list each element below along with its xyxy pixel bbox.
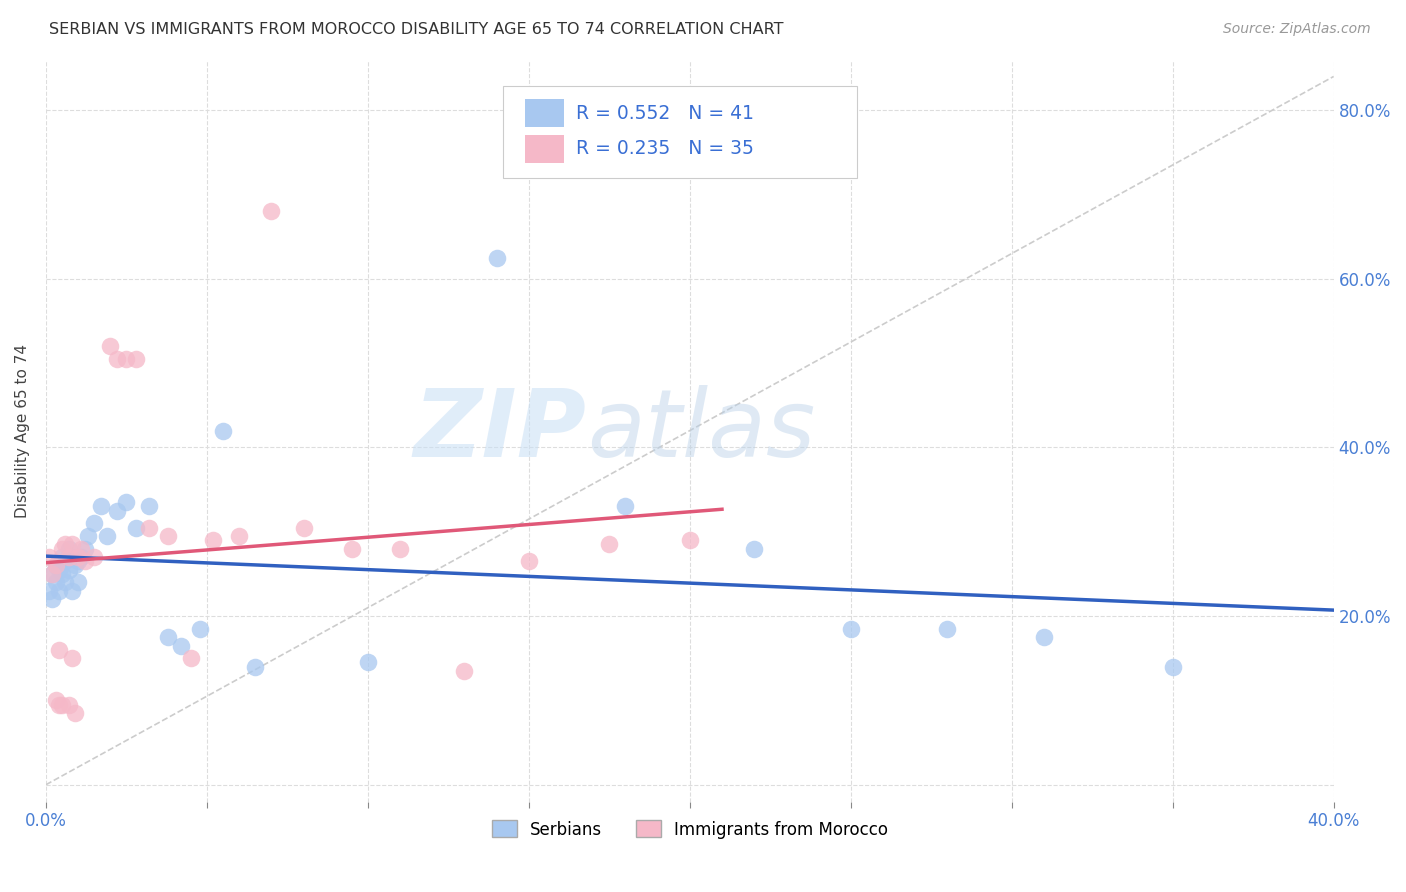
Point: [180, 651, 202, 665]
Point: [60, 537, 83, 551]
Point: [51, 550, 73, 565]
Point: [292, 520, 315, 534]
Point: [70, 541, 93, 556]
Point: [58, 541, 80, 556]
Point: [105, 504, 128, 518]
Point: [38, 550, 60, 565]
Point: [41, 566, 63, 581]
Point: [58, 563, 80, 577]
Point: [41, 592, 63, 607]
Point: [936, 622, 959, 636]
Point: [48, 583, 70, 598]
Point: [340, 541, 363, 556]
Point: [453, 664, 475, 678]
Point: [67, 575, 90, 590]
Point: [260, 204, 283, 219]
Text: R = 0.235   N = 35: R = 0.235 N = 35: [576, 139, 755, 158]
Point: [170, 639, 193, 653]
FancyBboxPatch shape: [524, 135, 564, 162]
Point: [598, 537, 620, 551]
Point: [679, 533, 702, 548]
Point: [51, 566, 73, 581]
Point: [485, 251, 508, 265]
Point: [53, 575, 76, 590]
Point: [614, 500, 637, 514]
Point: [212, 424, 235, 438]
Point: [63, 558, 86, 573]
Text: R = 0.552   N = 41: R = 0.552 N = 41: [576, 103, 755, 122]
Point: [1032, 630, 1054, 644]
Point: [60, 550, 83, 565]
Point: [839, 622, 862, 636]
Point: [70, 550, 93, 565]
Point: [389, 541, 412, 556]
Point: [115, 495, 138, 509]
Point: [51, 541, 73, 556]
Point: [45, 575, 67, 590]
Point: [105, 351, 128, 366]
Point: [41, 566, 63, 581]
Point: [157, 630, 180, 644]
Point: [202, 533, 225, 548]
Legend: Serbians, Immigrants from Morocco: Serbians, Immigrants from Morocco: [485, 814, 894, 846]
Point: [67, 550, 90, 565]
Point: [83, 550, 105, 565]
Point: [58, 698, 80, 712]
Point: [60, 651, 83, 665]
Point: [157, 529, 180, 543]
Point: [63, 706, 86, 720]
Point: [125, 351, 148, 366]
Point: [53, 554, 76, 568]
Point: [115, 351, 138, 366]
Point: [96, 529, 118, 543]
Point: [138, 520, 160, 534]
Point: [245, 659, 267, 673]
Text: atlas: atlas: [586, 385, 815, 476]
FancyBboxPatch shape: [503, 86, 858, 178]
Point: [51, 698, 73, 712]
Point: [76, 529, 98, 543]
Point: [73, 541, 96, 556]
Point: [73, 554, 96, 568]
Text: Source: ZipAtlas.com: Source: ZipAtlas.com: [1223, 22, 1371, 37]
FancyBboxPatch shape: [524, 99, 564, 128]
Point: [38, 583, 60, 598]
Text: ZIP: ZIP: [413, 384, 586, 476]
Point: [228, 529, 250, 543]
Point: [357, 656, 380, 670]
Point: [67, 554, 90, 568]
Point: [742, 541, 765, 556]
Point: [90, 500, 112, 514]
Point: [125, 520, 148, 534]
Point: [48, 698, 70, 712]
Point: [60, 583, 83, 598]
Point: [48, 642, 70, 657]
Y-axis label: Disability Age 65 to 74: Disability Age 65 to 74: [15, 343, 30, 517]
Point: [58, 550, 80, 565]
Point: [98, 339, 121, 353]
Point: [138, 500, 160, 514]
Point: [45, 558, 67, 573]
Point: [45, 693, 67, 707]
Point: [517, 554, 540, 568]
Point: [83, 516, 105, 531]
Point: [53, 537, 76, 551]
Point: [45, 558, 67, 573]
Text: SERBIAN VS IMMIGRANTS FROM MOROCCO DISABILITY AGE 65 TO 74 CORRELATION CHART: SERBIAN VS IMMIGRANTS FROM MOROCCO DISAB…: [49, 22, 783, 37]
Point: [1161, 659, 1184, 673]
Point: [190, 622, 212, 636]
Point: [48, 563, 70, 577]
